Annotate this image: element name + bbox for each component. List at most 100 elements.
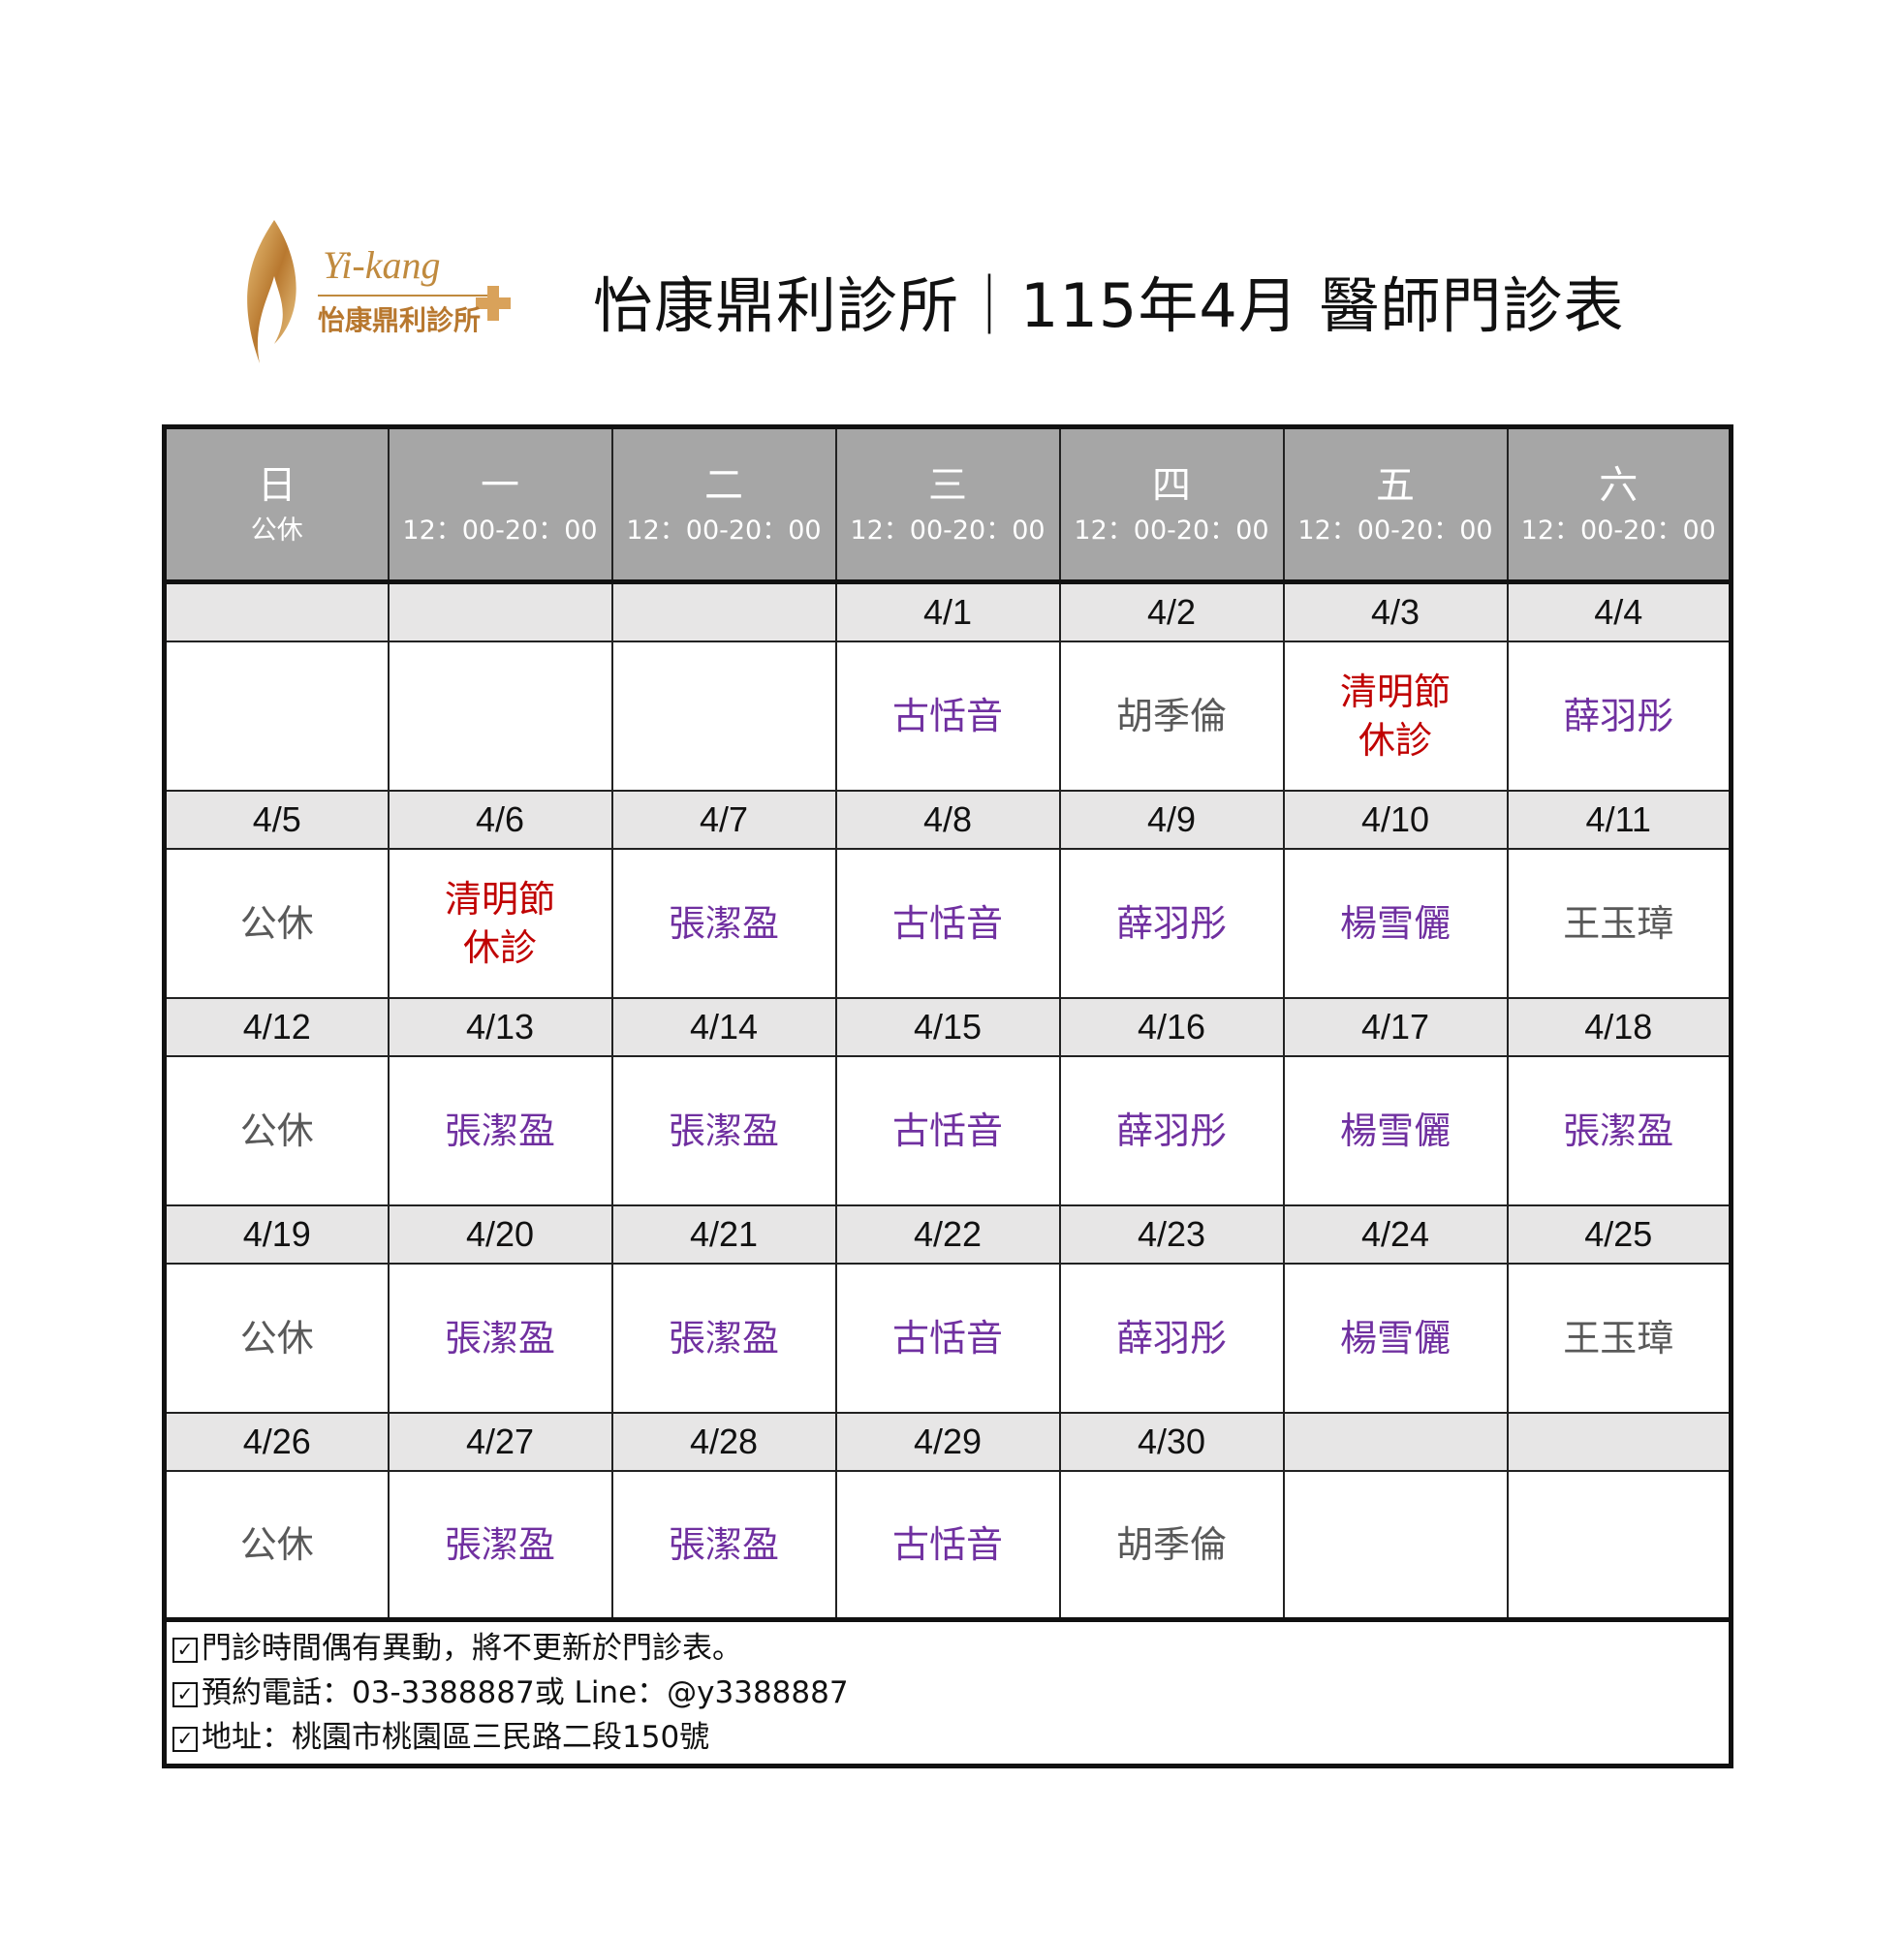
checkbox-checked-icon: ✓	[172, 1726, 198, 1752]
doctor-cell: 張潔盈	[1506, 1055, 1732, 1206]
doctor-cell: 王玉璋	[1506, 848, 1732, 999]
doctor-cell	[610, 641, 837, 792]
date-cell	[610, 580, 837, 642]
date-row: 4/19 4/20 4/21 4/22 4/23 4/24 4/25	[163, 1204, 1732, 1265]
doctor-cell: 張潔盈	[610, 848, 837, 999]
date-cell: 4/1	[834, 580, 1061, 642]
doctor-cell: 薛羽彤	[1058, 848, 1285, 999]
weekday-header-cell: 四 12：00-20：00	[1058, 425, 1285, 584]
date-cell: 4/5	[163, 790, 390, 850]
doctor-row: 公休 清明節 休診 張潔盈 古恬音 薛羽彤 楊雪儷 王玉璋	[163, 848, 1732, 999]
doctor-cell: 胡季倫	[1058, 641, 1285, 792]
date-cell: 4/28	[610, 1412, 837, 1472]
date-row: 4/12 4/13 4/14 4/15 4/16 4/17 4/18	[163, 997, 1732, 1057]
date-row: 4/26 4/27 4/28 4/29 4/30	[163, 1412, 1732, 1472]
date-cell: 4/18	[1506, 997, 1732, 1057]
page-title: 怡康鼎利診所｜115年4月 醫師門診表	[593, 270, 1625, 341]
clinic-hours: 12：00-20：00	[402, 515, 598, 546]
doctor-cell: 古恬音	[834, 1055, 1061, 1206]
doctor-cell: 楊雪儷	[1282, 848, 1509, 999]
date-cell: 4/2	[1058, 580, 1285, 642]
doctor-cell: 楊雪儷	[1282, 1055, 1509, 1206]
doctor-row: 公休 張潔盈 張潔盈 古恬音 薛羽彤 楊雪儷 王玉璋	[163, 1263, 1732, 1414]
clinic-logo: Yi-kang 怡康鼎利診所	[231, 218, 531, 373]
weekday-header-cell: 日公休	[163, 425, 390, 584]
weekday-label: 三	[928, 462, 967, 508]
date-cell: 4/23	[1058, 1204, 1285, 1265]
svg-text:Yi-kang: Yi-kang	[323, 243, 440, 287]
date-cell: 4/7	[610, 790, 837, 850]
doctor-cell: 薛羽彤	[1058, 1055, 1285, 1206]
doctor-cell: 張潔盈	[387, 1470, 613, 1622]
doctor-cell: 薛羽彤	[1506, 641, 1732, 792]
clinic-hours: 公休	[250, 515, 303, 546]
date-cell	[163, 580, 390, 642]
weekday-header-row: 日公休一 12：00-20：00 二 12：00-20：00 三 12：00-20：00 四…	[163, 425, 1732, 584]
date-cell: 4/27	[387, 1412, 613, 1472]
note-text: 地址：桃園市桃園區三民路二段150號	[202, 1720, 710, 1755]
date-cell: 4/20	[387, 1204, 613, 1265]
doctor-cell	[163, 641, 390, 792]
doctor-cell: 古恬音	[834, 641, 1061, 792]
weekday-header-cell: 六 12：00-20：00	[1506, 425, 1732, 584]
weekday-header-cell: 二 12：00-20：00	[610, 425, 837, 584]
clinic-hours: 12：00-20：00	[1520, 515, 1716, 546]
doctor-cell: 張潔盈	[387, 1055, 613, 1206]
date-cell	[387, 580, 613, 642]
date-cell: 4/25	[1506, 1204, 1732, 1265]
doctor-cell: 胡季倫	[1058, 1470, 1285, 1622]
clinic-hours: 12：00-20：00	[850, 515, 1046, 546]
doctor-cell: 張潔盈	[610, 1055, 837, 1206]
note-text: 門診時間偶有異動，將不更新於門診表。	[202, 1631, 742, 1666]
svg-text:怡康鼎利診所: 怡康鼎利診所	[318, 304, 481, 336]
doctor-cell: 古恬音	[834, 1263, 1061, 1414]
doctor-cell: 張潔盈	[610, 1263, 837, 1414]
doctor-cell: 清明節 休診	[1282, 641, 1509, 792]
doctor-row: 公休 張潔盈 張潔盈 古恬音 胡季倫	[163, 1470, 1732, 1622]
clinic-hours: 12：00-20：00	[1074, 515, 1269, 546]
weekday-label: 四	[1152, 462, 1191, 508]
checkbox-checked-icon: ✓	[172, 1681, 198, 1707]
date-cell: 4/21	[610, 1204, 837, 1265]
doctor-cell: 公休	[163, 1263, 390, 1414]
note-line: ✓ 門診時間偶有異動，將不更新於門診表。	[172, 1626, 1723, 1671]
date-row: 4/1 4/2 4/3 4/4	[163, 580, 1732, 642]
clinic-hours: 12：00-20：00	[626, 515, 822, 546]
date-cell: 4/22	[834, 1204, 1061, 1265]
date-cell: 4/6	[387, 790, 613, 850]
doctor-cell: 王玉璋	[1506, 1263, 1732, 1414]
date-cell: 4/10	[1282, 790, 1509, 850]
doctor-cell: 公休	[163, 1055, 390, 1206]
weekday-label: 五	[1376, 462, 1415, 508]
notes-row: ✓ 門診時間偶有異動，將不更新於門診表。 ✓ 預約電話：03-3388887或 Lin…	[163, 1618, 1732, 1767]
doctor-cell: 公休	[163, 1470, 390, 1622]
note-line: ✓ 預約電話：03-3388887或 Line：@y3388887	[172, 1671, 1723, 1715]
note-line: ✓ 地址：桃園市桃園區三民路二段150號	[172, 1715, 1723, 1760]
date-cell: 4/26	[163, 1412, 390, 1472]
date-cell: 4/9	[1058, 790, 1285, 850]
doctor-cell: 薛羽彤	[1058, 1263, 1285, 1414]
date-cell: 4/8	[834, 790, 1061, 850]
date-row: 4/5 4/6 4/7 4/8 4/9 4/10 4/11	[163, 790, 1732, 850]
doctor-cell: 古恬音	[834, 848, 1061, 999]
doctor-cell	[1506, 1470, 1732, 1622]
doctor-cell	[1282, 1470, 1509, 1622]
doctor-cell: 清明節 休診	[387, 848, 613, 999]
date-cell: 4/13	[387, 997, 613, 1057]
doctor-cell: 公休	[163, 848, 390, 999]
checkbox-checked-icon: ✓	[172, 1637, 198, 1663]
weekday-header-cell: 三 12：00-20：00	[834, 425, 1061, 584]
doctor-cell: 楊雪儷	[1282, 1263, 1509, 1414]
doctor-row: 古恬音 胡季倫 清明節 休診 薛羽彤	[163, 641, 1732, 792]
date-cell: 4/11	[1506, 790, 1732, 850]
doctor-cell: 張潔盈	[610, 1470, 837, 1622]
date-cell: 4/30	[1058, 1412, 1285, 1472]
date-cell: 4/19	[163, 1204, 390, 1265]
doctor-cell	[387, 641, 613, 792]
weekday-label: 日	[257, 462, 297, 508]
date-cell: 4/15	[834, 997, 1061, 1057]
date-cell	[1506, 1412, 1732, 1472]
date-cell: 4/4	[1506, 580, 1732, 642]
date-cell: 4/24	[1282, 1204, 1509, 1265]
weekday-label: 六	[1599, 462, 1639, 508]
